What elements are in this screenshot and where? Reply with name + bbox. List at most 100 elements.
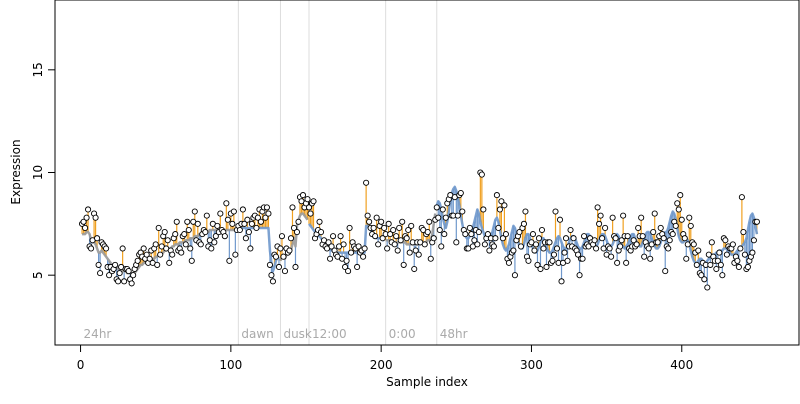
data-point	[466, 224, 473, 231]
data-point	[614, 259, 621, 266]
data-point	[438, 243, 445, 250]
data-point	[596, 220, 603, 227]
data-point	[140, 245, 147, 252]
data-point	[492, 235, 499, 242]
data-point	[202, 229, 209, 236]
data-point	[677, 192, 684, 199]
data-point	[208, 245, 215, 252]
data-point	[295, 218, 302, 225]
data-point	[244, 216, 251, 223]
data-point	[630, 237, 637, 244]
data-point	[674, 200, 681, 207]
data-point	[125, 268, 132, 275]
data-point	[128, 280, 135, 287]
data-point	[290, 224, 298, 231]
data-point	[263, 204, 270, 211]
data-point	[486, 247, 493, 254]
data-point	[737, 245, 744, 252]
x-tick-label: 300	[520, 358, 543, 372]
data-point	[182, 241, 189, 248]
data-point	[624, 233, 631, 240]
data-point	[651, 210, 658, 217]
data-point	[669, 231, 676, 238]
data-point	[397, 237, 404, 244]
data-point	[617, 243, 624, 250]
data-point	[453, 239, 460, 246]
data-point	[116, 270, 123, 277]
data-point	[462, 231, 469, 238]
data-point	[212, 233, 219, 240]
data-point	[562, 235, 570, 242]
data-point	[134, 257, 141, 264]
data-point	[540, 245, 547, 252]
data-point	[85, 206, 92, 213]
data-point	[729, 241, 736, 248]
data-point	[281, 268, 289, 275]
data-point	[594, 204, 601, 211]
data-point	[606, 245, 613, 252]
data-point	[599, 235, 606, 242]
data-point	[92, 214, 99, 221]
data-point	[719, 272, 726, 279]
data-point	[328, 243, 335, 250]
data-point	[95, 261, 102, 268]
data-point	[266, 261, 273, 268]
data-point	[396, 224, 403, 231]
x-axis: 0 100 200 300 400	[77, 344, 693, 372]
plot-frame	[54, 0, 800, 346]
data-point	[178, 249, 185, 256]
data-point	[191, 208, 198, 215]
data-point	[549, 257, 556, 264]
data-point	[188, 257, 195, 264]
data-point	[471, 237, 478, 244]
data-point	[327, 255, 334, 262]
data-point	[275, 263, 283, 271]
data-point	[738, 194, 745, 201]
data-point	[701, 276, 708, 283]
data-point	[257, 218, 264, 225]
segment-label: dawn	[241, 327, 273, 341]
data-point	[310, 198, 317, 205]
data-point	[750, 237, 757, 244]
data-point	[576, 272, 583, 279]
data-point	[517, 243, 524, 250]
data-point	[241, 220, 248, 227]
data-point	[394, 247, 401, 254]
data-point	[635, 224, 642, 231]
data-point	[484, 231, 491, 238]
data-point	[708, 239, 715, 246]
data-point	[130, 272, 137, 279]
data-point	[529, 231, 537, 238]
data-point	[143, 251, 150, 258]
data-point	[570, 235, 577, 242]
y-tick-label: 15	[31, 62, 45, 77]
data-point	[496, 206, 503, 213]
data-point	[82, 224, 89, 231]
data-point	[412, 247, 419, 254]
data-point	[591, 237, 598, 244]
segment-label: 24hr	[84, 327, 112, 341]
data-point	[411, 265, 418, 273]
data-point	[602, 224, 609, 231]
data-point	[593, 245, 600, 252]
data-point	[430, 235, 437, 242]
x-tick-label: 100	[219, 358, 242, 372]
segment-label: dusk	[283, 327, 311, 341]
data-point	[119, 245, 126, 252]
data-point	[741, 251, 748, 258]
data-point	[537, 265, 544, 273]
data-point	[490, 243, 497, 250]
data-point	[400, 261, 407, 268]
data-point	[740, 229, 747, 236]
data-point	[299, 192, 307, 199]
data-point	[239, 206, 246, 213]
data-point	[734, 257, 741, 264]
data-point	[581, 233, 588, 240]
data-point	[457, 189, 464, 197]
data-point	[498, 198, 505, 205]
data-point	[543, 263, 550, 271]
data-point	[623, 259, 630, 266]
data-point	[121, 278, 128, 285]
data-point	[342, 263, 349, 271]
